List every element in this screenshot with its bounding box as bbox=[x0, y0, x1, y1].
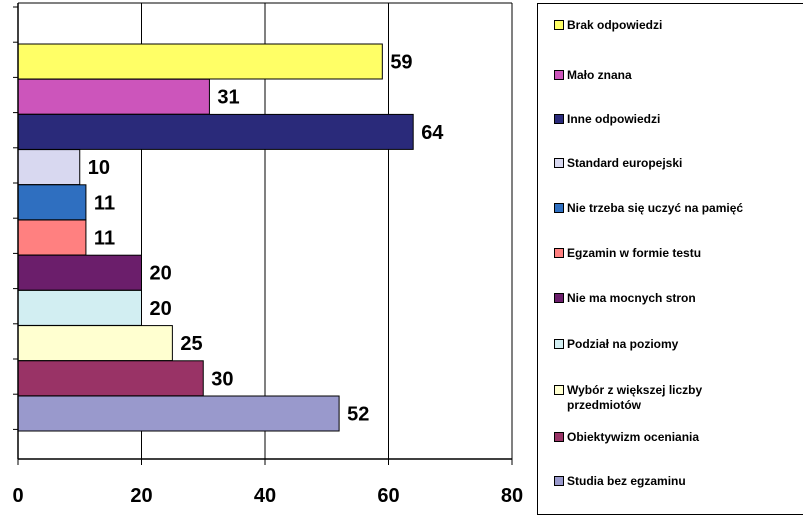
legend-label: Mało znana bbox=[567, 68, 632, 82]
legend-swatch bbox=[554, 203, 564, 213]
data-label: 31 bbox=[217, 87, 239, 109]
legend-swatch bbox=[554, 432, 564, 442]
legend-swatch bbox=[554, 248, 564, 258]
legend-swatch bbox=[554, 20, 564, 30]
legend: Brak odpowiedzi Mało znana Inne odpowiedzi… bbox=[537, 3, 803, 515]
x-tick-label: 20 bbox=[130, 485, 152, 507]
legend-item: Egzamin w formie testu bbox=[554, 246, 701, 261]
x-tick-label: 40 bbox=[254, 485, 276, 507]
data-label: 30 bbox=[211, 368, 233, 390]
x-tick-label: 80 bbox=[501, 485, 523, 507]
legend-item: Studia bez egzaminu bbox=[554, 474, 686, 489]
bar bbox=[17, 219, 87, 256]
legend-label: Studia bez egzaminu bbox=[567, 474, 686, 488]
data-label: 11 bbox=[94, 228, 115, 250]
data-label: 52 bbox=[347, 404, 369, 426]
legend-item: Nie trzeba się uczyć na pamięć bbox=[554, 201, 743, 216]
legend-swatch bbox=[554, 385, 564, 395]
legend-item: Wybór z większej liczby przedmiotów bbox=[554, 383, 757, 413]
bar-chart: 59 31 64 10 11 11 20 20 25 30 52 0 20 40 60 80 bbox=[12, 2, 523, 507]
bar bbox=[17, 113, 414, 150]
bar bbox=[17, 325, 173, 362]
legend-label: Egzamin w formie testu bbox=[567, 246, 702, 260]
legend-swatch bbox=[554, 114, 564, 124]
legend-label: Brak odpowiedzi bbox=[567, 18, 663, 32]
legend-label: Inne odpowiedzi bbox=[567, 112, 661, 126]
data-label: 10 bbox=[88, 157, 110, 179]
legend-swatch bbox=[554, 476, 564, 486]
legend-swatch bbox=[554, 70, 564, 80]
data-label: 25 bbox=[180, 333, 202, 355]
legend-label: Wybór z większej liczby przedmiotów bbox=[567, 383, 703, 412]
legend-label: Nie ma mocnych stron bbox=[567, 291, 696, 305]
legend-swatch bbox=[554, 293, 564, 303]
bar bbox=[17, 184, 87, 221]
x-tick-label: 0 bbox=[12, 485, 23, 507]
legend-label: Nie trzeba się uczyć na pamięć bbox=[567, 201, 744, 215]
legend-item: Nie ma mocnych stron bbox=[554, 291, 696, 306]
data-label: 59 bbox=[390, 52, 412, 74]
data-label: 64 bbox=[421, 122, 444, 144]
x-tick-label: 60 bbox=[377, 485, 399, 507]
bar bbox=[17, 78, 210, 115]
legend-item: Obiektywizm oceniania bbox=[554, 430, 699, 445]
bar bbox=[17, 254, 142, 291]
legend-label: Obiektywizm oceniania bbox=[567, 430, 700, 444]
legend-item: Podział na poziomy bbox=[554, 337, 678, 352]
bar bbox=[17, 360, 204, 397]
legend-label: Podział na poziomy bbox=[567, 337, 679, 351]
data-label: 20 bbox=[150, 298, 172, 320]
legend-item: Mało znana bbox=[554, 68, 632, 83]
legend-swatch bbox=[554, 339, 564, 349]
legend-item: Standard europejski bbox=[554, 156, 682, 171]
bar bbox=[17, 395, 340, 432]
legend-item: Inne odpowiedzi bbox=[554, 112, 660, 127]
bar bbox=[17, 149, 81, 186]
data-label: 20 bbox=[150, 263, 172, 285]
legend-label: Standard europejski bbox=[567, 156, 683, 170]
bar bbox=[17, 43, 383, 80]
legend-item: Brak odpowiedzi bbox=[554, 18, 662, 33]
legend-swatch bbox=[554, 158, 564, 168]
bar bbox=[17, 289, 142, 326]
data-label: 11 bbox=[94, 192, 115, 214]
